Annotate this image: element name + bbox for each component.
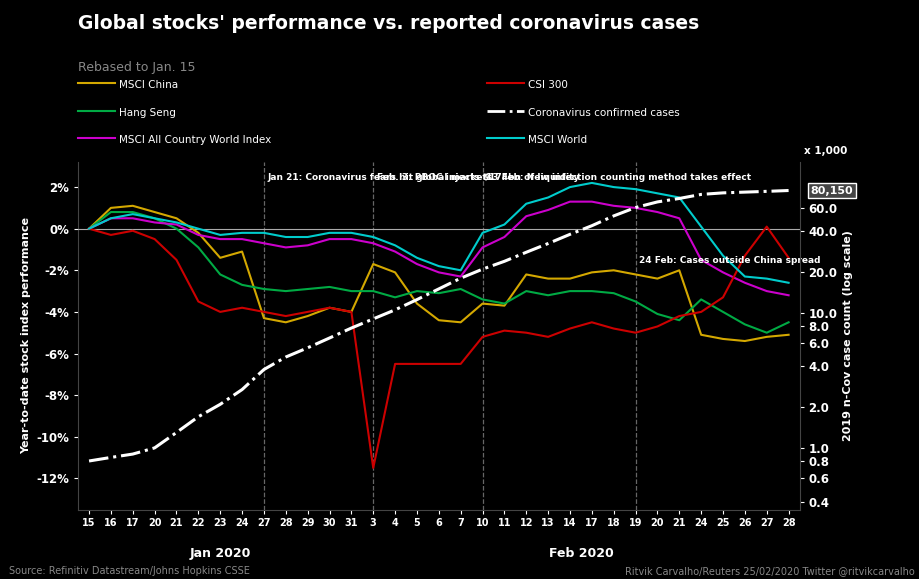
Text: Jan 21: Coronavirus fears hit global markets: Jan 21: Coronavirus fears hit global mar… (267, 173, 493, 182)
Text: Ritvik Carvalho/Reuters 25/02/2020 Twitter @ritvikcarvalho: Ritvik Carvalho/Reuters 25/02/2020 Twitt… (625, 566, 914, 576)
Text: Feb. 3: PBOC injects $174bn of liquidity: Feb. 3: PBOC injects $174bn of liquidity (377, 173, 579, 182)
Text: MSCI China: MSCI China (119, 80, 178, 90)
Text: 80,150: 80,150 (811, 185, 853, 196)
Text: Rebased to Jan. 15: Rebased to Jan. 15 (78, 61, 196, 74)
Text: Coronavirus confirmed cases: Coronavirus confirmed cases (528, 108, 680, 118)
Text: CSI 300: CSI 300 (528, 80, 568, 90)
Text: MSCI All Country World Index: MSCI All Country World Index (119, 135, 272, 145)
Text: Hang Seng: Hang Seng (119, 108, 176, 118)
Text: 24 Feb: Cases outside China spread: 24 Feb: Cases outside China spread (639, 256, 821, 265)
Text: Global stocks' performance vs. reported coronavirus cases: Global stocks' performance vs. reported … (78, 14, 699, 34)
Text: Jan 2020: Jan 2020 (189, 547, 251, 560)
Text: Source: Refinitiv Datastream/Johns Hopkins CSSE: Source: Refinitiv Datastream/Johns Hopki… (9, 566, 250, 576)
Text: x 1,000: x 1,000 (804, 146, 847, 156)
Text: MSCI World: MSCI World (528, 135, 587, 145)
Text: Feb 2020: Feb 2020 (549, 547, 613, 560)
Y-axis label: 2019 n-Cov case count (log scale): 2019 n-Cov case count (log scale) (844, 230, 853, 441)
Y-axis label: Year-to-date stock index performance: Year-to-date stock index performance (20, 217, 30, 455)
Text: 13 Feb: New infection counting method takes effect: 13 Feb: New infection counting method ta… (486, 173, 751, 182)
